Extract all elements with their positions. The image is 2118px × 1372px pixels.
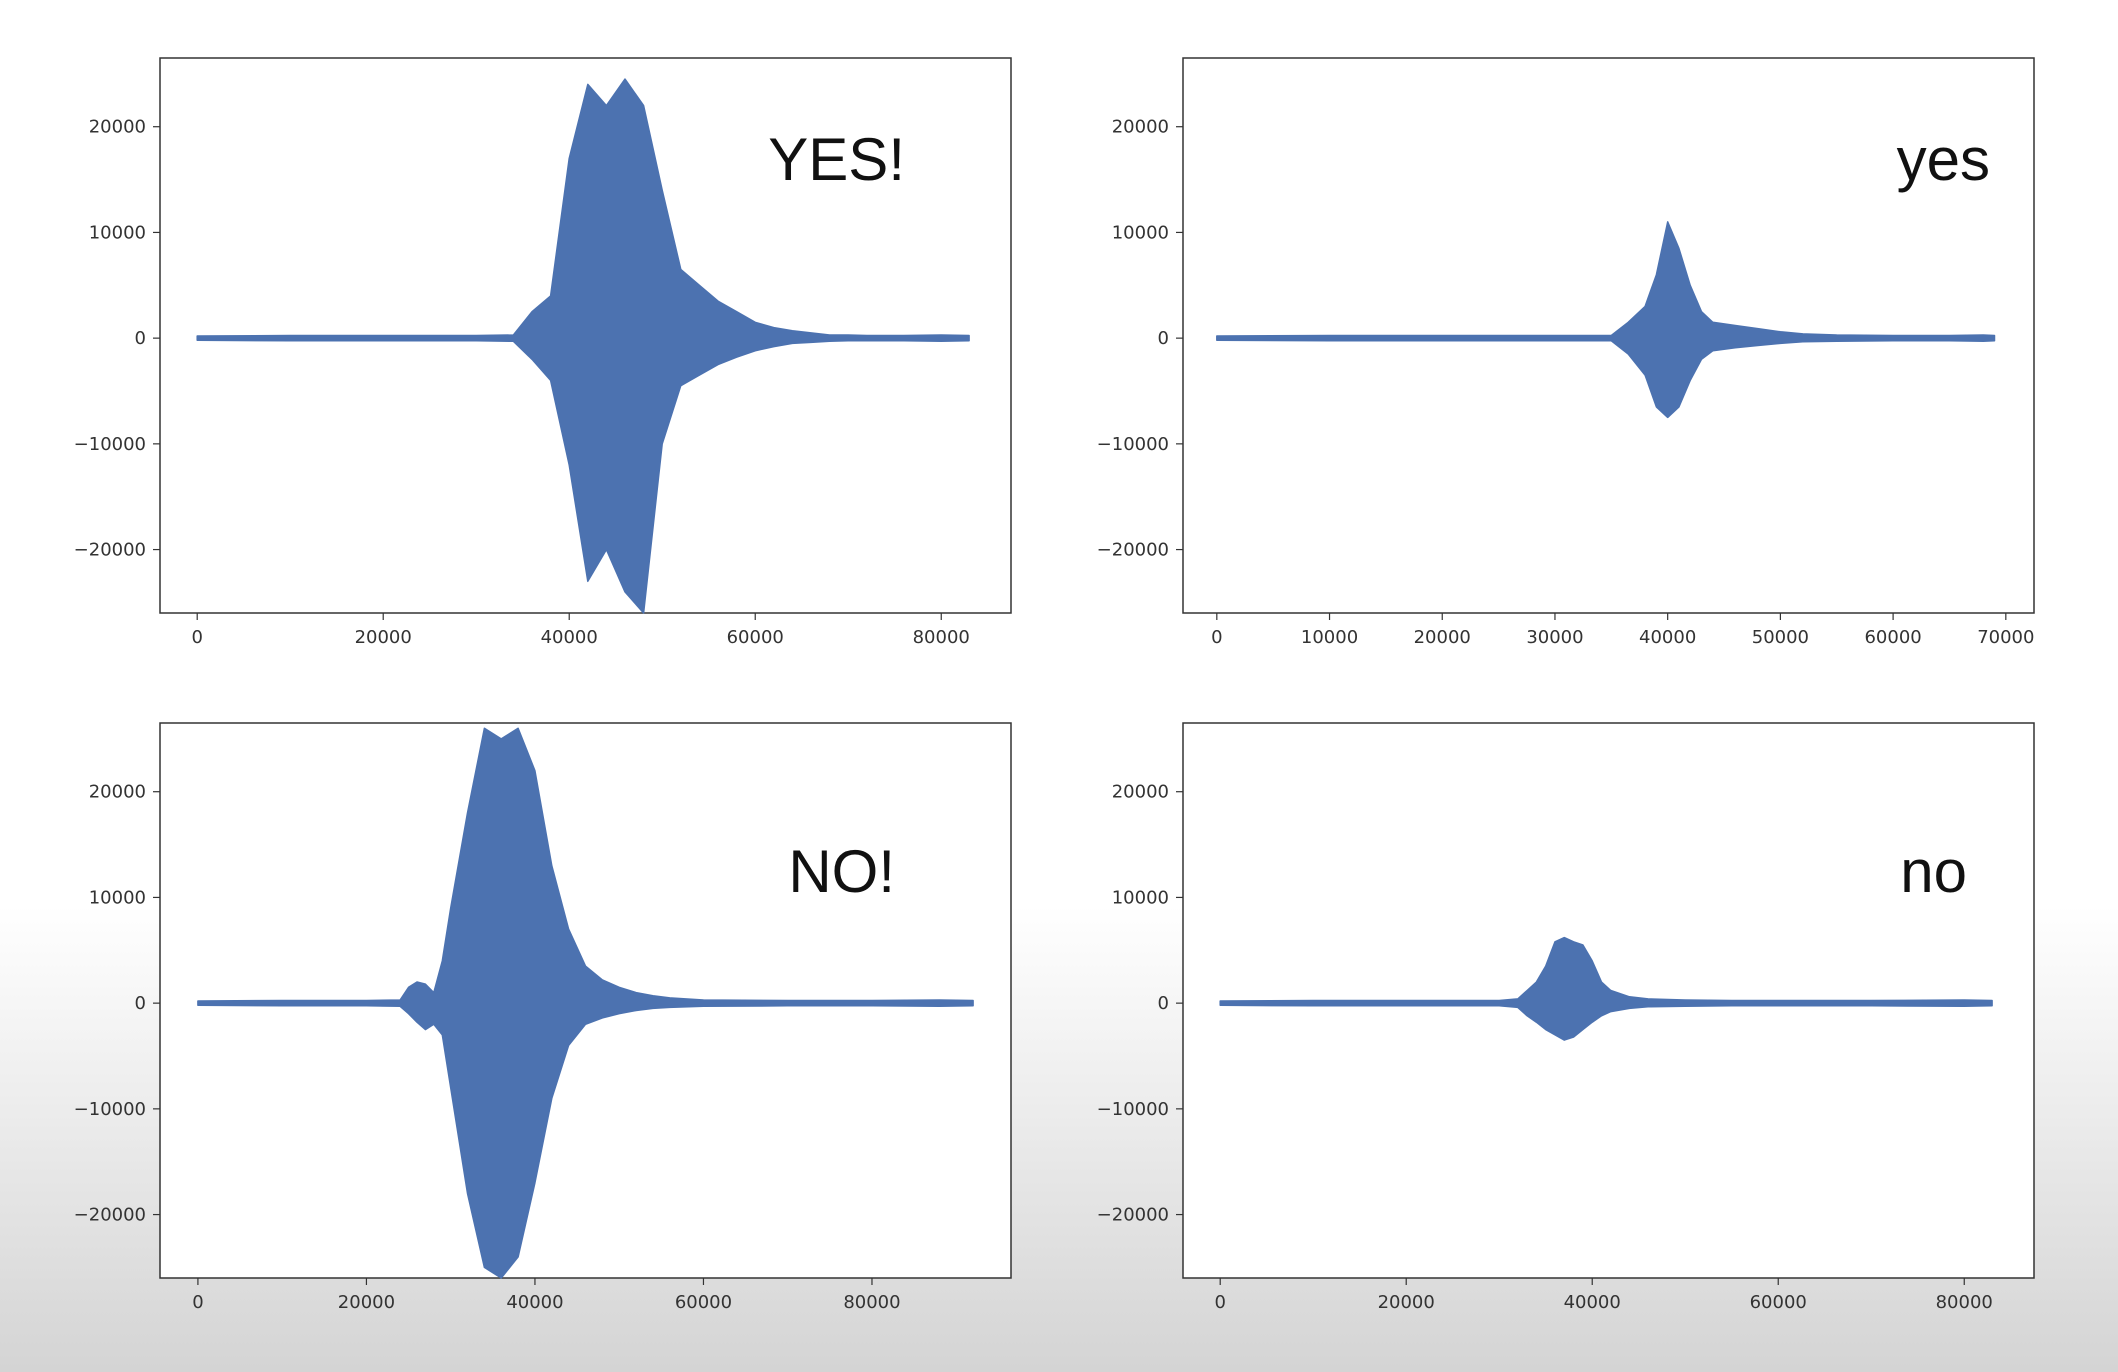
subplot-no-loud: 0 20000 40000 60000 80000 −20000 −10000 0 10000… xyxy=(74,722,1012,1313)
y-axis: −20000 −10000 0 10000 20000 xyxy=(1097,117,1183,561)
y-tick-label: 0 xyxy=(135,328,146,349)
x-tick-label: 80000 xyxy=(843,1292,900,1313)
x-tick-label: 50000 xyxy=(1752,627,1809,648)
x-axis: 0 20000 40000 60000 80000 xyxy=(192,1278,901,1313)
x-tick-label: 70000 xyxy=(1977,627,2034,648)
y-tick-label: −10000 xyxy=(1097,1099,1169,1120)
x-tick-label: 80000 xyxy=(1936,1292,1993,1313)
x-tick-label: 40000 xyxy=(541,627,598,648)
subplot-no-soft: 0 20000 40000 60000 80000 −20000 −10000 0 10000… xyxy=(1097,722,2035,1313)
y-tick-label: 0 xyxy=(1158,328,1169,349)
x-tick-label: 20000 xyxy=(355,627,412,648)
x-tick-label: 40000 xyxy=(1639,627,1696,648)
x-axis: 0 20000 40000 60000 80000 xyxy=(1214,1278,1993,1313)
x-tick-label: 60000 xyxy=(1750,1292,1807,1313)
y-tick-label: 20000 xyxy=(1112,117,1169,138)
x-tick-label: 60000 xyxy=(1864,627,1921,648)
word-annotation: NO! xyxy=(788,838,895,905)
x-tick-label: 0 xyxy=(1211,627,1222,648)
x-tick-label: 30000 xyxy=(1526,627,1583,648)
y-tick-label: 10000 xyxy=(89,887,146,908)
x-tick-label: 20000 xyxy=(1378,1292,1435,1313)
word-annotation: no xyxy=(1900,838,1967,905)
y-tick-label: −20000 xyxy=(1097,540,1169,561)
y-tick-label: −10000 xyxy=(1097,434,1169,455)
subplot-yes-soft: 0 10000 20000 30000 40000 50000 60000 70000 −20… xyxy=(1097,57,2035,648)
y-tick-label: 20000 xyxy=(89,117,146,138)
y-tick-label: 10000 xyxy=(89,222,146,243)
y-tick-label: −10000 xyxy=(74,434,146,455)
y-axis: −20000 −10000 0 10000 20000 xyxy=(1097,782,1183,1226)
y-tick-label: −20000 xyxy=(1097,1205,1169,1226)
x-tick-label: 20000 xyxy=(338,1292,395,1313)
x-tick-label: 0 xyxy=(192,1292,203,1313)
x-tick-label: 0 xyxy=(1214,1292,1225,1313)
y-tick-label: 20000 xyxy=(89,782,146,803)
word-annotation: yes xyxy=(1897,126,1990,193)
waveform-envelope xyxy=(1219,936,1993,1041)
y-tick-label: 0 xyxy=(135,993,146,1014)
waveform-envelope xyxy=(196,78,970,614)
y-axis: −20000 −10000 0 10000 20000 xyxy=(74,782,160,1226)
x-axis: 0 10000 20000 30000 40000 50000 60000 70000 xyxy=(1211,613,2034,648)
x-tick-label: 60000 xyxy=(727,627,784,648)
x-tick-label: 80000 xyxy=(913,627,970,648)
waveform-marks xyxy=(197,727,974,1279)
y-axis: −20000 −10000 0 10000 20000 xyxy=(74,117,160,561)
word-annotation: YES! xyxy=(768,126,905,193)
waveform-marks xyxy=(196,78,970,614)
x-axis: 0 20000 40000 60000 80000 xyxy=(191,613,970,648)
x-tick-label: 60000 xyxy=(675,1292,732,1313)
y-tick-label: 0 xyxy=(1158,993,1169,1014)
y-tick-label: 20000 xyxy=(1112,782,1169,803)
x-tick-label: 40000 xyxy=(506,1292,563,1313)
waveform-marks xyxy=(1216,221,1996,419)
y-tick-label: 10000 xyxy=(1112,222,1169,243)
waveform-marks xyxy=(1219,936,1993,1041)
waveform-envelope xyxy=(1216,221,1996,419)
subplot-yes-loud: 0 20000 40000 60000 80000 −20000 −10000 0 10000… xyxy=(74,57,1012,648)
x-tick-label: 40000 xyxy=(1564,1292,1621,1313)
y-tick-label: −20000 xyxy=(74,1205,146,1226)
x-tick-label: 20000 xyxy=(1414,627,1471,648)
x-tick-label: 0 xyxy=(191,627,202,648)
y-tick-label: −10000 xyxy=(74,1099,146,1120)
y-tick-label: 10000 xyxy=(1112,887,1169,908)
x-tick-label: 10000 xyxy=(1301,627,1358,648)
y-tick-label: −20000 xyxy=(74,540,146,561)
